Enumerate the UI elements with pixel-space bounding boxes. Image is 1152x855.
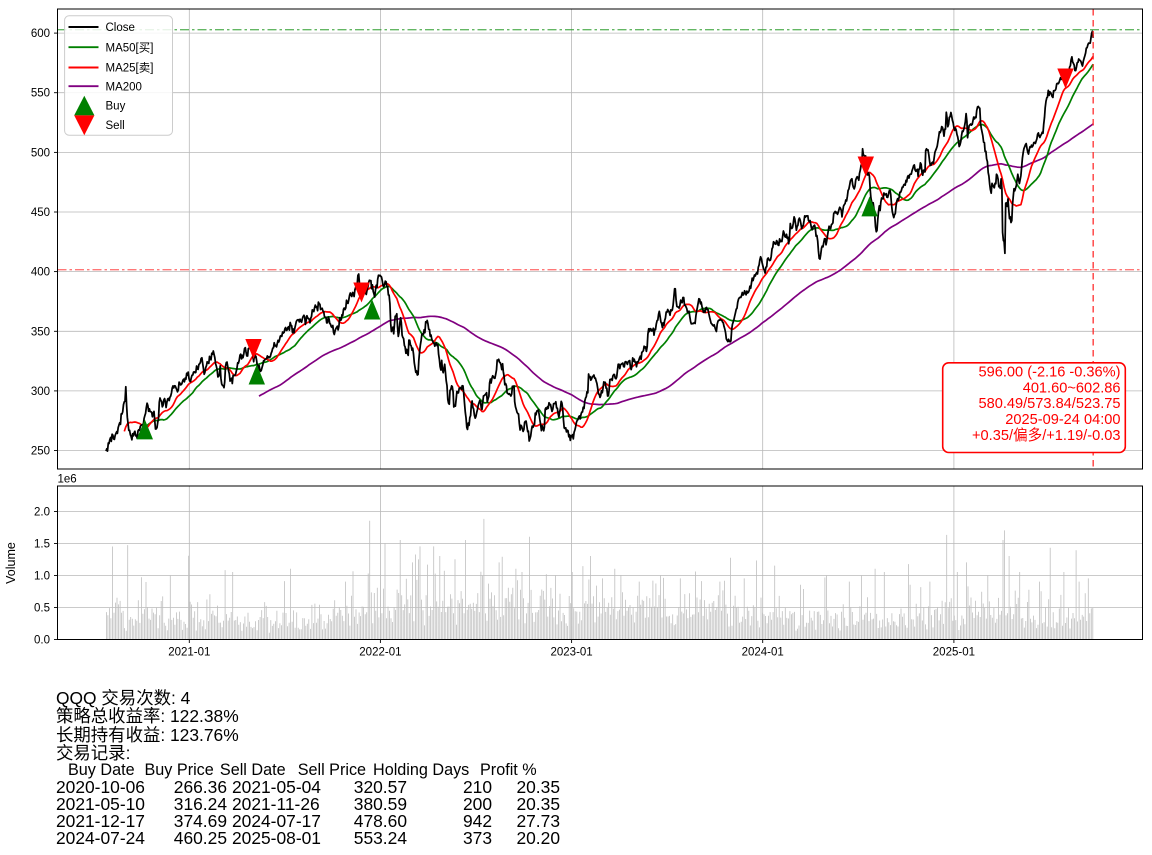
svg-text:Sell: Sell [106, 120, 125, 132]
svg-text:596.00 (-2.16 -0.36%): 596.00 (-2.16 -0.36%) [979, 364, 1121, 380]
svg-text:250: 250 [31, 446, 50, 458]
svg-text:400: 400 [31, 267, 50, 279]
svg-text:2025-01: 2025-01 [933, 647, 975, 659]
svg-text:2024-01: 2024-01 [742, 647, 784, 659]
svg-text:Volume: Volume [4, 542, 18, 584]
svg-text:450: 450 [31, 207, 50, 219]
svg-text:1e6: 1e6 [58, 474, 77, 486]
svg-text:2022-01: 2022-01 [359, 647, 401, 659]
svg-text:MA200: MA200 [106, 81, 142, 93]
svg-text:+0.35/偏多/+1.19/-0.03: +0.35/偏多/+1.19/-0.03 [972, 427, 1120, 444]
svg-text:1.5: 1.5 [34, 539, 50, 551]
svg-text:401.60~602.86: 401.60~602.86 [1023, 380, 1121, 396]
svg-text:550: 550 [31, 88, 50, 100]
svg-text:2023-01: 2023-01 [550, 647, 592, 659]
svg-text:580.49/573.84/523.75: 580.49/573.84/523.75 [978, 396, 1120, 412]
svg-text:500: 500 [31, 147, 50, 159]
svg-text:0.0: 0.0 [34, 635, 50, 647]
svg-text:0.5: 0.5 [34, 603, 50, 615]
svg-text:2021-01: 2021-01 [168, 647, 210, 659]
svg-text:MA25[卖]: MA25[卖] [106, 62, 154, 75]
svg-text:600: 600 [31, 28, 50, 40]
svg-text:2.0: 2.0 [34, 507, 50, 519]
svg-text:350: 350 [31, 326, 50, 338]
svg-text:2025-09-24 04:00: 2025-09-24 04:00 [1005, 412, 1120, 428]
svg-text:Close: Close [106, 22, 135, 34]
svg-text:1.0: 1.0 [34, 571, 50, 583]
svg-text:300: 300 [31, 386, 50, 398]
svg-text:MA50[买]: MA50[买] [106, 41, 154, 54]
svg-text:Buy: Buy [106, 101, 126, 113]
